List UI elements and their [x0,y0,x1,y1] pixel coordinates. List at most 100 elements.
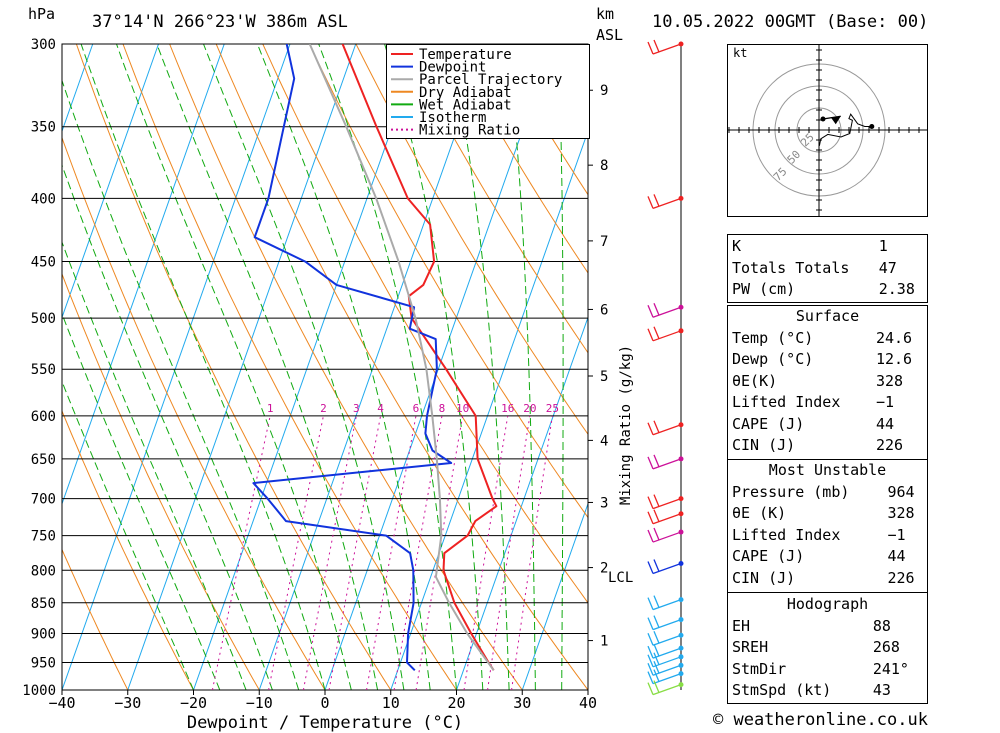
wet-adiabat-line [116,44,352,690]
index-label: Lifted Index [732,525,841,544]
index-label: CIN (J) [732,568,796,587]
index-label: EH [732,616,751,635]
wind-barb-shaft [652,562,682,575]
isotherm-line [324,44,554,690]
mixing-ratio-line [511,415,553,690]
copyright-link[interactable]: © weatheronline.co.uk [713,710,928,730]
index-label: CIN (J) [732,436,796,454]
wind-barb-flag [653,326,660,340]
series-dewpoint [252,44,453,672]
index-value: 88 [872,616,891,635]
mixing-ratio-line [211,415,271,690]
wind-barb-shaft [652,43,682,55]
wind-barb-flag [647,328,654,342]
pressure-tick-label: 500 [31,311,56,327]
wind-barb [647,652,684,668]
height-unit-km: km [596,5,615,23]
height-tick-label: 8 [600,158,608,174]
mu-row: CIN (J) 226 [728,568,927,590]
legend-label: Mixing Ratio [419,123,520,138]
wet-adiabat-line [62,380,194,690]
legend-label: Isotherm [419,110,486,126]
series-parcel-trajectory [308,44,495,671]
wind-barb-shaft [652,683,682,696]
wind-barb-flag [647,617,654,630]
pressure-tick-label: 300 [31,37,56,53]
mu-row: CAPE (J) 44 [728,546,927,568]
hodograph-ring-label: 75 [771,165,790,184]
height-unit-asl: ASL [596,26,624,44]
wind-barb-flag [653,631,660,644]
index-value: 964 [887,482,915,501]
dry-adiabat-line [355,44,588,436]
height-tick-label: 3 [600,495,608,511]
mixing-ratio-label: 3 [353,402,360,415]
wind-barb-flag [647,633,654,646]
mixing-ratio-label: 25 [546,402,559,415]
index-label: Temp (°C) [732,328,814,347]
wind-barb-flag [653,420,660,434]
height-tick-label: 6 [600,302,608,318]
wind-barb-flag [653,595,660,608]
wind-barb [647,194,684,209]
most-unstable-table: Most Unstable Pressure (mb) 964 θE (K) 328… [728,460,927,589]
mixing-ratio-label: 6 [413,402,420,415]
index-value: 43 [872,681,891,699]
wind-barb-shaft [652,458,682,470]
dry-adiabat-line [448,44,588,274]
hodograph-ring-label: 50 [785,148,804,167]
hodo-row: SREH 268 [728,637,927,659]
mixing-ratio-label: 8 [439,402,446,415]
wind-barb [647,527,684,543]
x-tick-label: −30 [114,694,141,712]
height-tick-label: 1 [600,634,608,650]
mixing-ratio-line [302,415,357,690]
wind-barb [647,302,684,318]
mixing-ratio-line [487,415,531,690]
index-row: PW (cm) 2.38 [728,279,927,301]
mu-row: Lifted Index −1 [728,525,927,547]
index-value: 241° [872,659,909,678]
wind-barb-shaft [652,673,682,685]
wet-adiabat-line [203,44,405,690]
wind-barb-shaft [652,618,682,631]
legend-label: Dry Adiabat [419,85,512,101]
wind-barb-flag [647,496,654,509]
x-tick-label: 10 [382,694,400,712]
hodograph-unit: kt [733,46,748,60]
dry-adiabat-line [402,44,588,354]
series-temperature [341,44,498,671]
dry-adiabat-line [682,44,700,690]
index-label: θE(K) [732,371,778,390]
wet-adiabat-line [384,44,484,690]
wind-barb-flag [653,615,660,628]
legend-label: Temperature [419,47,512,63]
wind-barb-shaft [652,531,682,543]
index-label: Lifted Index [732,393,841,411]
wind-barb-flag [647,304,654,318]
wind-barb-flag [647,529,654,543]
wind-barb-shaft [652,330,682,342]
index-label: PW (cm) [732,280,796,298]
surface-row: CAPE (J) 44 [728,414,927,436]
mixing-ratio-axis-label: Mixing Ratio (g/kg) [618,345,634,505]
wind-barb-flag [647,511,654,524]
wind-barb [647,615,684,631]
pressure-tick-label: 400 [31,191,56,207]
hodograph-end-dot [869,123,875,129]
wind-barb-flag [647,671,654,684]
surface-row: θE(K) 328 [728,371,927,393]
index-label: SREH [732,638,769,656]
wet-adiabat-line [587,668,588,690]
wind-barb-flag [647,196,654,209]
wind-barb [647,509,684,525]
wind-barb [647,494,684,510]
storm-motion-arrowhead [830,116,841,125]
wind-barb [647,661,684,676]
mixing-ratio-label: 2 [320,402,327,415]
legend-label: Dewpoint [419,60,486,76]
